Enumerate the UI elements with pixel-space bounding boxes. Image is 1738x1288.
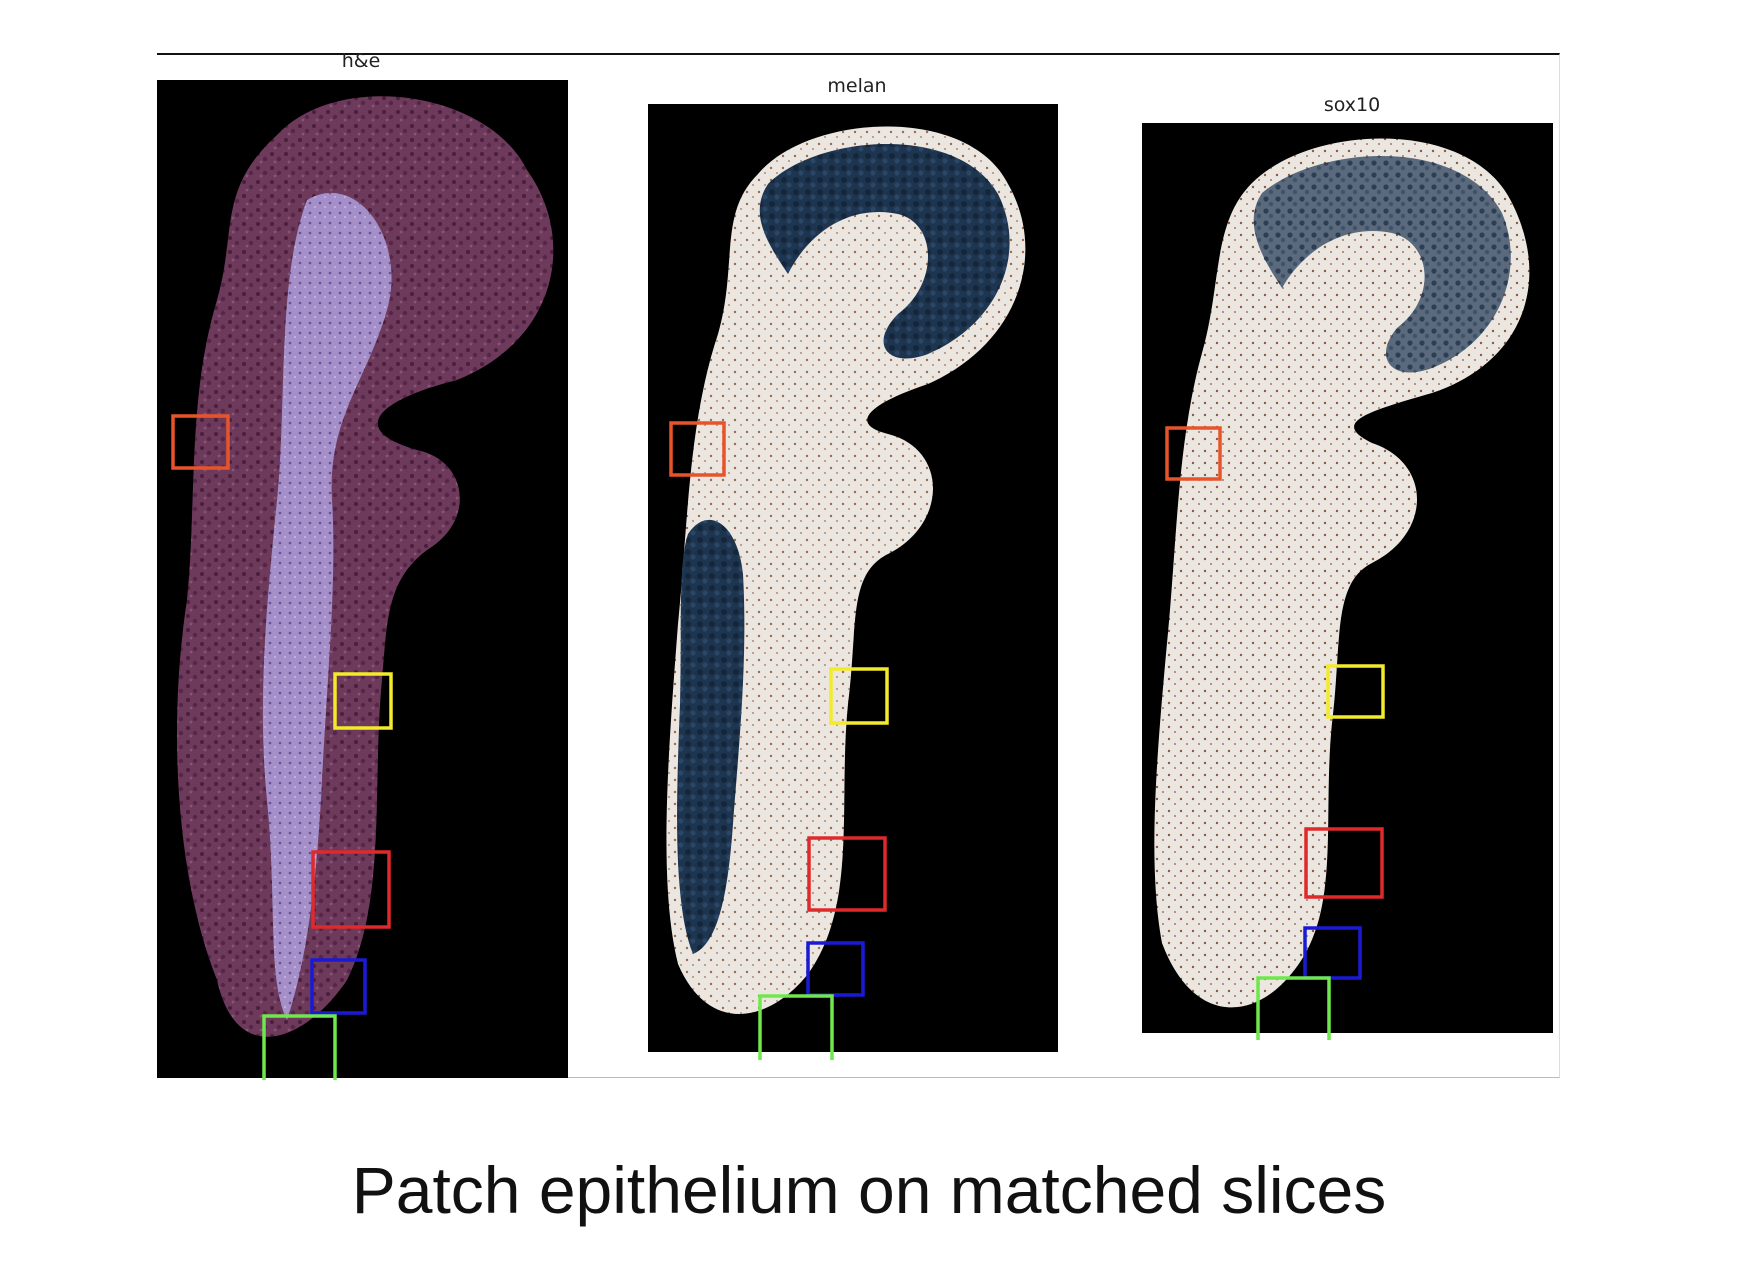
melan-nests-top xyxy=(759,144,1010,359)
melan-patch-green xyxy=(758,994,834,1060)
melan-nests-left xyxy=(677,519,745,954)
sox10-nests-top xyxy=(1253,155,1511,373)
he-stroma xyxy=(262,192,392,1020)
sox10-slide-image xyxy=(1142,123,1553,1033)
sox10-patch-green xyxy=(1256,976,1331,1040)
melan-patch-yellow xyxy=(829,667,889,725)
slide-caption: Patch epithelium on matched slices xyxy=(351,1153,1387,1227)
melan-patch-orange xyxy=(669,421,726,477)
he-patch-red xyxy=(311,850,391,929)
he-patch-green xyxy=(262,1014,337,1080)
sox10-patch-orange xyxy=(1165,426,1222,481)
he-patch-yellow xyxy=(333,672,393,730)
he-patch-orange xyxy=(171,414,230,470)
panel-title-he: h&e xyxy=(341,50,381,72)
sox10-patch-yellow xyxy=(1326,664,1385,719)
melan-patch-red xyxy=(807,836,887,912)
sox10-patch-blue xyxy=(1303,926,1362,980)
melan-slide-image xyxy=(648,104,1058,1052)
melan-patch-blue xyxy=(806,941,865,997)
figure-frame xyxy=(157,53,1560,1078)
he-patch-blue xyxy=(310,958,367,1015)
panel-title-sox10: sox10 xyxy=(1323,94,1381,116)
he-slide-image xyxy=(157,80,568,1078)
panel-title-melan: melan xyxy=(827,75,887,97)
sox10-patch-red xyxy=(1304,827,1384,899)
